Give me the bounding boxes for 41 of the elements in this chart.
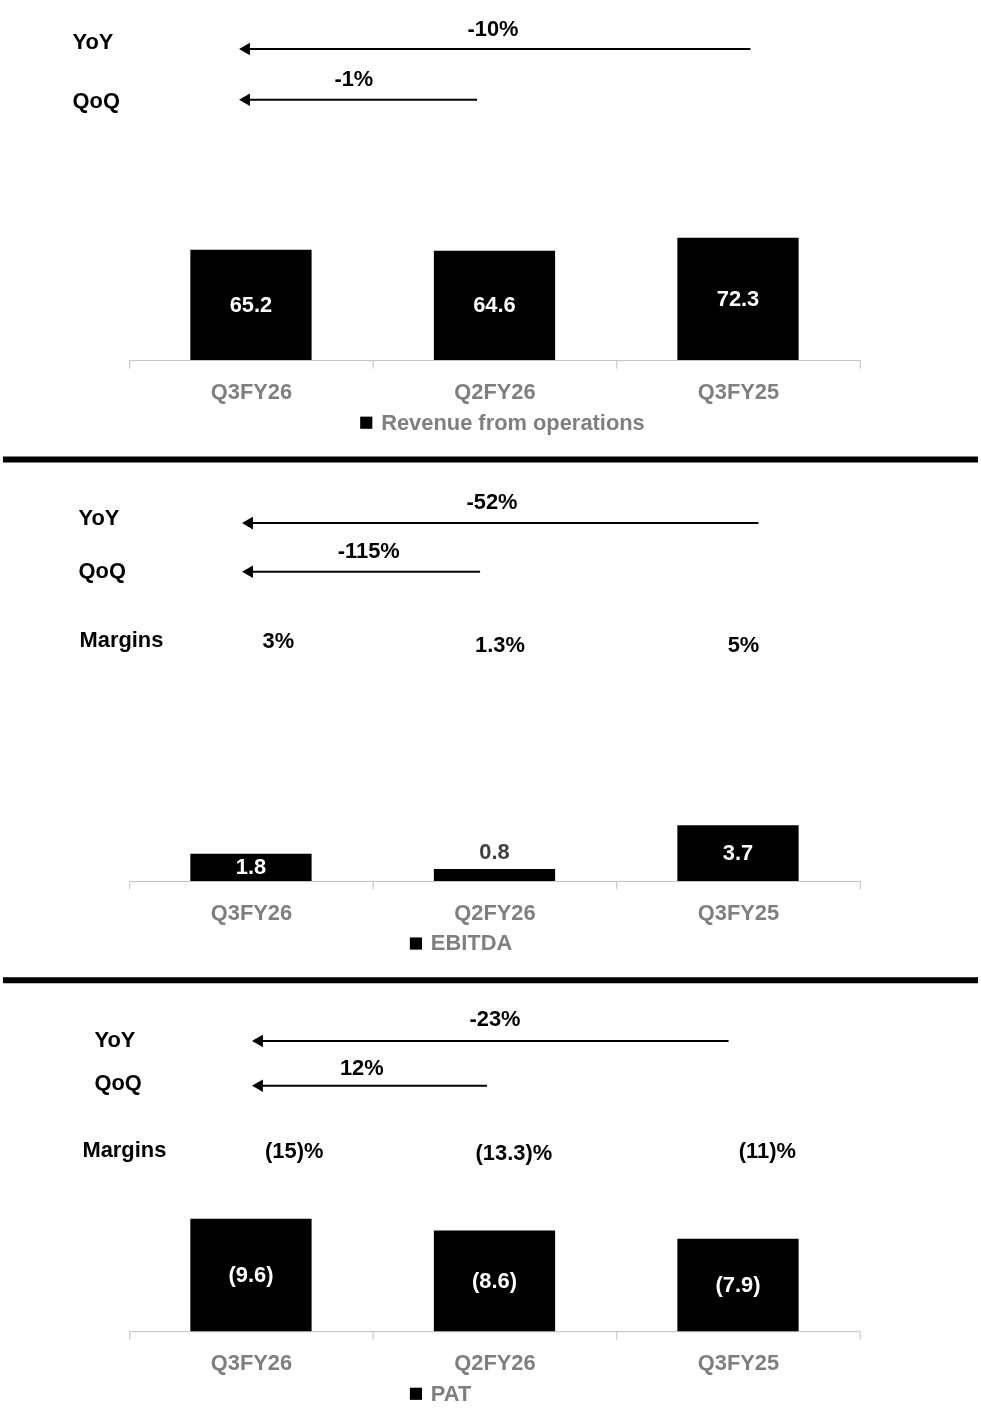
text: (11)%	[738, 1138, 796, 1164]
x-tick-label: Q2FY26	[454, 900, 536, 926]
x-tick-label: Q3FY25	[697, 1350, 780, 1376]
x-tick-label: Q3FY25	[697, 900, 780, 926]
x-tick-label: Q2FY26	[454, 1350, 536, 1376]
text: (15)%	[265, 1138, 324, 1164]
text: QoQ	[78, 557, 126, 583]
text: -1%	[334, 65, 374, 91]
data-label: 1.8	[235, 854, 267, 880]
x-tick-label: Q3FY25	[697, 379, 780, 405]
x-tick-label: Q3FY26	[210, 379, 293, 405]
text: (13.3)%	[475, 1140, 553, 1166]
text: -115%	[337, 537, 400, 563]
data-label: 65.2	[229, 291, 273, 317]
legend-label: EBITDA	[430, 930, 513, 956]
text: -10%	[467, 16, 519, 42]
text: 1.3%	[475, 632, 525, 658]
text: Margins	[79, 627, 164, 653]
legend-label: PAT	[430, 1380, 472, 1406]
text: YoY	[78, 505, 120, 531]
text: YoY	[94, 1026, 136, 1052]
text: QoQ	[72, 87, 120, 113]
legend-label: Revenue from operations	[381, 409, 645, 435]
data-label: (9.6)	[228, 1261, 274, 1287]
text: YoY	[72, 29, 114, 55]
text: Margins	[82, 1137, 167, 1163]
text: 12%	[339, 1054, 384, 1080]
text: -52%	[466, 489, 518, 515]
data-label: 72.3	[716, 285, 760, 311]
text: 3%	[262, 628, 295, 654]
text: 5%	[727, 632, 760, 658]
x-tick-label: Q2FY26	[454, 379, 536, 405]
text: QoQ	[94, 1069, 142, 1095]
data-label: (8.6)	[472, 1267, 517, 1293]
text: -23%	[469, 1006, 521, 1032]
data-label: (7.9)	[715, 1271, 761, 1297]
data-label: 3.7	[722, 840, 754, 866]
data-label: 0.8	[479, 838, 510, 864]
data-label: 64.6	[473, 292, 516, 318]
x-tick-label: Q3FY26	[210, 1350, 293, 1376]
x-tick-label: Q3FY26	[210, 900, 293, 926]
